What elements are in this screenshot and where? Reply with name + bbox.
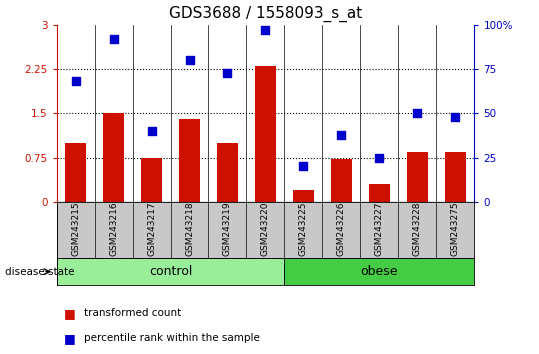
Bar bbox=[285, 258, 474, 285]
Point bbox=[451, 114, 460, 120]
Text: GSM243215: GSM243215 bbox=[71, 202, 80, 256]
Point bbox=[223, 70, 232, 75]
Bar bbox=[141, 158, 162, 202]
Text: obese: obese bbox=[361, 265, 398, 278]
Text: ■: ■ bbox=[64, 332, 76, 344]
Point bbox=[299, 164, 308, 169]
Bar bbox=[331, 159, 352, 202]
Text: GSM243217: GSM243217 bbox=[147, 202, 156, 256]
Point bbox=[147, 128, 156, 134]
Text: control: control bbox=[149, 265, 192, 278]
Point bbox=[71, 79, 80, 84]
Bar bbox=[179, 119, 200, 202]
Text: ■: ■ bbox=[64, 307, 76, 320]
Point bbox=[375, 155, 384, 160]
Text: GSM243226: GSM243226 bbox=[337, 202, 346, 256]
Text: GSM243218: GSM243218 bbox=[185, 202, 194, 256]
Title: GDS3688 / 1558093_s_at: GDS3688 / 1558093_s_at bbox=[169, 6, 362, 22]
Text: GSM243216: GSM243216 bbox=[109, 202, 118, 256]
Bar bbox=[57, 258, 285, 285]
Bar bbox=[407, 152, 428, 202]
Point bbox=[109, 36, 118, 42]
Bar bbox=[445, 152, 466, 202]
Bar bbox=[293, 190, 314, 202]
Text: GSM243220: GSM243220 bbox=[261, 202, 270, 256]
Point bbox=[413, 110, 421, 116]
Text: GSM243228: GSM243228 bbox=[413, 202, 422, 256]
Text: GSM243219: GSM243219 bbox=[223, 202, 232, 256]
Text: GSM243227: GSM243227 bbox=[375, 202, 384, 256]
Bar bbox=[217, 143, 238, 202]
Bar bbox=[103, 113, 124, 202]
Text: transformed count: transformed count bbox=[84, 308, 181, 318]
Bar bbox=[65, 143, 86, 202]
Text: GSM243225: GSM243225 bbox=[299, 202, 308, 256]
Point bbox=[185, 57, 194, 63]
Text: GSM243275: GSM243275 bbox=[451, 202, 460, 256]
Text: percentile rank within the sample: percentile rank within the sample bbox=[84, 333, 259, 343]
Text: disease state: disease state bbox=[5, 267, 75, 277]
Bar bbox=[369, 184, 390, 202]
Point bbox=[337, 132, 345, 137]
Point bbox=[261, 27, 270, 33]
Bar bbox=[255, 66, 276, 202]
